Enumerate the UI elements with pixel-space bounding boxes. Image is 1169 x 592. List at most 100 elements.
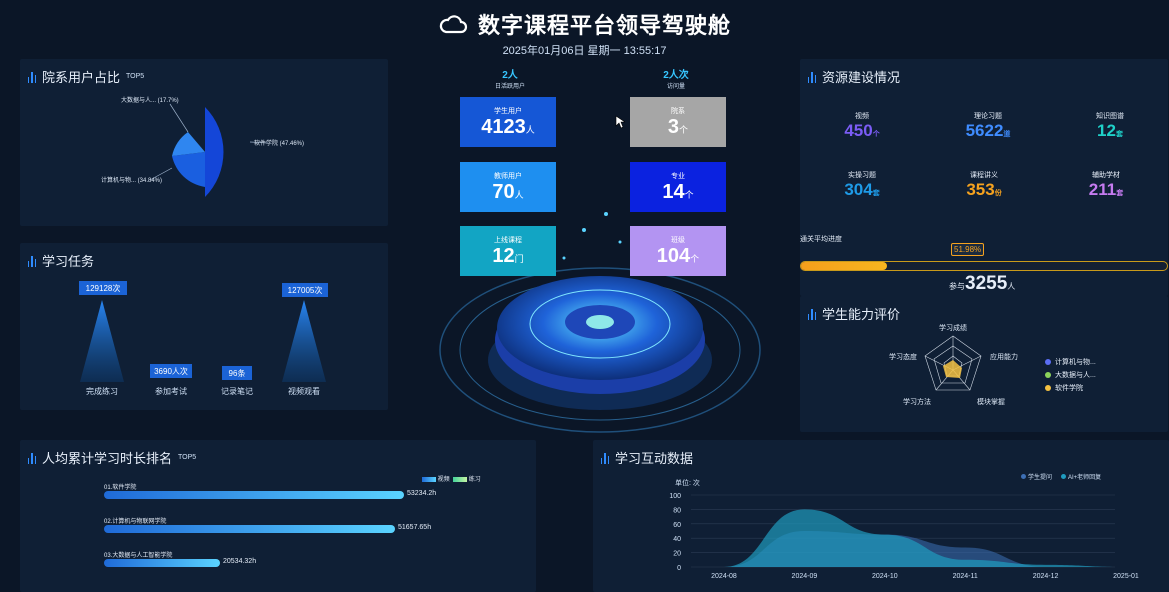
tile-classes[interactable]: 班级 104个: [630, 226, 726, 276]
y-tick: 60: [673, 522, 681, 529]
task-value-notes: 96条: [229, 368, 246, 378]
resources-panel: 资源建设情况 视频 450个 理论习题 5622道 知识图谱 12套 实操习题 …: [800, 59, 1168, 296]
legend-item[interactable]: 大数据与人...: [1045, 369, 1096, 382]
legend-item[interactable]: 计算机与物...: [1045, 356, 1096, 369]
task-label-exercise: 完成练习: [86, 386, 118, 396]
ranking-bar[interactable]: [104, 525, 395, 533]
participants-unit: 人: [1007, 282, 1016, 291]
y-tick: 40: [673, 536, 681, 543]
ranking-bar[interactable]: [104, 491, 404, 499]
task-value-video: 127005次: [288, 285, 323, 295]
panel-marker-icon: [601, 452, 609, 464]
resource-value: 353: [966, 180, 995, 199]
radar-axis-method: 学习方法: [903, 397, 931, 406]
task-label-video: 视频观看: [288, 386, 320, 396]
task-label-exam: 参加考试: [155, 386, 187, 396]
daily-active-stat: 2人 日活跃用户: [480, 66, 540, 90]
x-tick: 2024-09: [792, 573, 818, 580]
ranking-value: 53234.2h: [407, 490, 437, 497]
resource-aux-materials: 辅助学材 211套: [1056, 170, 1156, 200]
tile-students[interactable]: 学生用户 4123人: [460, 97, 556, 147]
legend-label[interactable]: 学生提问: [1028, 473, 1052, 481]
panel-title-suffix: TOP5: [178, 454, 197, 461]
panel-title: 资源建设情况: [822, 70, 901, 85]
tile-unit: 门: [514, 254, 524, 264]
y-axis-unit: 单位: 次: [675, 478, 700, 487]
pie-slice-software: [205, 107, 224, 197]
panel-marker-icon: [808, 71, 816, 83]
tile-value: 104: [656, 245, 691, 267]
legend-label[interactable]: AI+老师回复: [1068, 473, 1101, 481]
resource-videos: 视频 450个: [812, 111, 912, 141]
resource-label: 实操习题: [848, 172, 876, 179]
tile-value: 3: [667, 116, 680, 138]
tile-value: 4123: [481, 116, 526, 138]
panel-title: 学生能力评价: [822, 307, 901, 322]
tile-majors[interactable]: 专业 14个: [630, 162, 726, 212]
task-cone-video: [282, 300, 326, 382]
participants-prefix: 参与: [949, 282, 965, 291]
tile-unit: 人: [514, 190, 524, 200]
tile-teachers[interactable]: 教师用户 70人: [460, 162, 556, 212]
participants: 参与3255人: [949, 273, 1015, 295]
panel-title: 学习互动数据: [615, 451, 694, 466]
daily-active-label: 日活跃用户: [494, 84, 525, 90]
legend-swatch: [1021, 474, 1026, 479]
x-tick: 2024-10: [872, 573, 898, 580]
x-tick: 2024-08: [711, 573, 737, 580]
tile-courses[interactable]: 上线课程 12门: [460, 226, 556, 276]
resource-label: 视频: [855, 113, 869, 120]
area-series-2: [724, 509, 1126, 567]
center-platform-illustration: [439, 212, 761, 433]
resource-unit: 套: [872, 190, 880, 197]
resource-value: 5622: [965, 121, 1004, 140]
legend-swatch: [1061, 474, 1066, 479]
resource-unit: 份: [994, 190, 1002, 197]
ranking-panel: 人均累计学习时长排名 TOP5 视频 练习 01.软件学院 53234.2h 02.计…: [20, 440, 536, 592]
panel-marker-icon: [28, 255, 36, 267]
ranking-bar[interactable]: [104, 559, 220, 567]
tile-departments[interactable]: 院系 3个: [630, 97, 726, 147]
resource-label: 课程讲义: [970, 172, 998, 179]
legend-video[interactable]: 视频: [437, 477, 450, 483]
tile-unit: 个: [679, 125, 689, 135]
participants-value: 3255: [965, 273, 1008, 294]
panel-title: 院系用户占比: [42, 70, 121, 85]
tile-label: 教师用户: [494, 173, 522, 180]
resource-label: 辅助学材: [1092, 172, 1120, 179]
resource-unit: 套: [1116, 190, 1124, 197]
y-tick: 20: [673, 551, 681, 558]
current-datetime: 2025年01月06日 星期一 13:55:17: [502, 45, 667, 57]
tile-value: 70: [492, 181, 515, 203]
panel-title-suffix: TOP5: [126, 73, 145, 80]
resource-value: 450: [844, 121, 873, 140]
page-title: 数字课程平台领导驾驶舱: [477, 13, 731, 38]
resource-unit: 套: [1115, 131, 1123, 138]
ranking-label: 01.软件学院: [104, 485, 137, 491]
resource-label: 知识图谱: [1096, 113, 1124, 120]
mouse-cursor-icon: [615, 115, 625, 129]
progress-label: 通关平均进度: [800, 236, 842, 243]
daily-active-value: 2人: [502, 70, 518, 81]
interaction-panel: 学习互动数据 单位: 次 100 80 60 40 20 0 2024-08 2024-09 20…: [593, 440, 1169, 592]
resource-value: 304: [844, 180, 873, 199]
legend-item[interactable]: 软件学院: [1045, 382, 1096, 395]
resource-label: 理论习题: [974, 113, 1002, 120]
task-cone-exercise: [80, 300, 124, 382]
radar-axis-application: 应用能力: [990, 352, 1018, 361]
interaction-area-chart: 单位: 次 100 80 60 40 20 0 2024-08 2024-09 2024-10 20…: [669, 473, 1139, 580]
ranking-value: 51657.65h: [398, 524, 432, 531]
pie-label-bigdata: 大数据与人... (17.7%): [121, 96, 179, 104]
visits-stat: 2人次 访问量: [646, 66, 706, 90]
tile-value: 14: [662, 181, 685, 203]
panel-title: 学习任务: [42, 254, 95, 269]
tile-unit: 人: [525, 125, 535, 135]
task-value-exercise: 129128次: [86, 283, 121, 293]
resource-unit: 个: [872, 131, 880, 138]
resource-unit: 道: [1003, 131, 1011, 138]
user-share-pie: 大数据与人... (17.7%) 软件学院 (47.46%) 计算机与物... …: [101, 96, 304, 197]
ability-panel: 学生能力评价 学习成绩 应用能力 模块掌握 学习方法 学习态度 计算机与物...…: [800, 296, 1168, 432]
legend-exercise[interactable]: 练习: [468, 477, 481, 483]
y-tick: 80: [673, 507, 681, 514]
resource-lecture-notes: 课程讲义 353份: [934, 170, 1034, 200]
